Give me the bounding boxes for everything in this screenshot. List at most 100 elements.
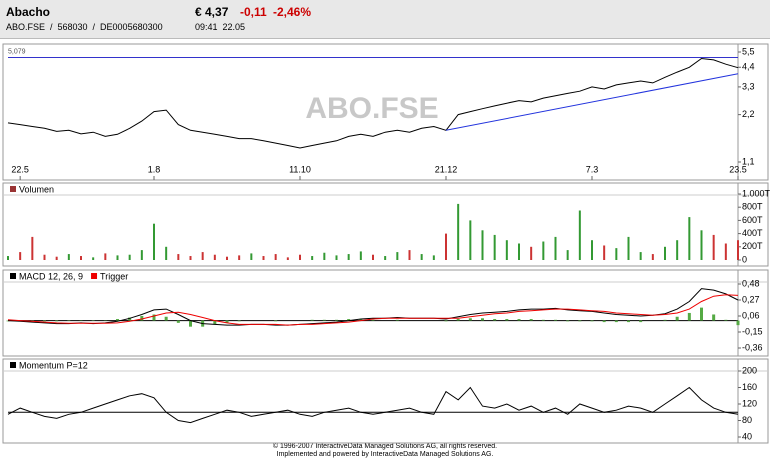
histogram-bar (554, 319, 557, 321)
y-tick-label: 4,4 (742, 62, 755, 72)
legend-swatch (10, 362, 16, 368)
x-tick-label: 11.10 (289, 164, 311, 174)
y-tick-label: 0,06 (742, 310, 760, 320)
trend-line (445, 73, 739, 131)
histogram-bar (444, 320, 448, 322)
volume-bar (505, 240, 508, 260)
histogram-bar (712, 314, 716, 321)
histogram-bar (395, 319, 399, 321)
y-tick-label: -0,36 (742, 342, 763, 352)
volume-bar (627, 236, 630, 260)
y-tick-label: 0 (742, 254, 747, 264)
header: Abacho ABO.FSE / 568030 / DE0005680300 €… (0, 0, 770, 39)
volume-bar (7, 256, 9, 260)
reference-label: 5,079 (8, 48, 26, 55)
volume-bar (43, 254, 46, 260)
histogram-bar (700, 307, 703, 321)
histogram-bar (371, 319, 375, 321)
x-tick-label: 23.5 (729, 164, 747, 174)
y-tick-label: 120 (742, 398, 757, 408)
volume-bar (201, 252, 204, 260)
histogram-bar (517, 319, 521, 321)
panel-frame (2, 358, 769, 444)
volume-bar (177, 254, 180, 260)
volume-bar (274, 254, 277, 260)
histogram-bar (481, 318, 484, 321)
volume-bar (554, 236, 557, 260)
volume-bar (116, 255, 119, 260)
y-tick-label: -0,15 (742, 326, 763, 336)
histogram-bar (602, 320, 606, 323)
histogram-bar (493, 319, 497, 321)
volume-bar (639, 252, 642, 260)
watermark: ABO.FSE (305, 92, 438, 125)
histogram-bar (614, 320, 618, 323)
histogram-bar (237, 320, 241, 322)
histogram-bar (456, 319, 460, 321)
histogram-bar (310, 319, 314, 321)
time: 09:41 22.05 (195, 22, 246, 32)
volume-bar (238, 255, 241, 260)
volume-bar (542, 241, 545, 260)
histogram-bar (140, 316, 144, 321)
footer-line: © 1996-2007 InteractiveData Managed Solu… (273, 442, 497, 450)
histogram-bar (675, 316, 679, 321)
y-tick-label: 40 (742, 431, 752, 441)
volume-bar (92, 257, 95, 260)
panel-frame (2, 43, 769, 181)
y-tick-label: 1.000T (742, 188, 770, 198)
series-line (7, 386, 739, 424)
legend-swatch (91, 273, 98, 279)
y-tick-label: 5,5 (742, 46, 755, 56)
x-tick-label: 7.3 (586, 164, 599, 174)
volume-bar (530, 246, 533, 260)
legend-label: MACD 12, 26, 9 (19, 271, 83, 281)
histogram-bar (322, 319, 326, 321)
volume-bar (165, 246, 168, 260)
histogram-bar (347, 319, 351, 321)
volume-bar (432, 255, 435, 260)
histogram-bar (43, 320, 46, 322)
volume-bar (335, 255, 338, 260)
stock-name: Abacho (6, 5, 51, 19)
change-pct: -2,46% (273, 5, 312, 19)
histogram-bar (541, 319, 545, 321)
volume-bar (676, 240, 679, 260)
legend-label: Volumen (19, 184, 54, 194)
volume-bar (724, 243, 727, 260)
stock-ids: ABO.FSE / 568030 / DE0005680300 (6, 22, 163, 32)
x-tick-label: 21.12 (435, 164, 458, 174)
histogram-bar (213, 320, 217, 325)
volume-bar (408, 250, 411, 260)
volume-bar (80, 256, 82, 260)
volume-bar (688, 217, 691, 260)
histogram-bar (152, 314, 156, 321)
volume-bar (603, 245, 606, 260)
volume-bar (226, 256, 228, 260)
volume-bar (493, 234, 496, 260)
volume-bar (578, 210, 581, 260)
histogram-bar (724, 319, 728, 321)
histogram-bar (128, 317, 132, 321)
panel-frame (2, 182, 769, 267)
y-tick-label: 80 (742, 415, 752, 425)
volume-bar (396, 252, 399, 260)
volume-bar (140, 250, 143, 260)
y-tick-label: 200 (742, 365, 757, 375)
histogram-bar (529, 319, 533, 321)
legend-swatch (10, 186, 16, 192)
volume-bar (591, 240, 593, 260)
histogram-bar (578, 320, 582, 322)
volume-bar (445, 233, 447, 260)
volume-bar (128, 254, 131, 260)
volume-bar (67, 254, 70, 260)
histogram-bar (687, 312, 691, 321)
volume-bar (469, 220, 472, 260)
volume-bar (420, 254, 423, 260)
volume-bar (189, 256, 192, 260)
volume-bar (384, 256, 387, 260)
legend-swatch (10, 273, 16, 279)
y-tick-label: 2,2 (742, 109, 755, 119)
y-tick-label: 0,27 (742, 294, 760, 304)
